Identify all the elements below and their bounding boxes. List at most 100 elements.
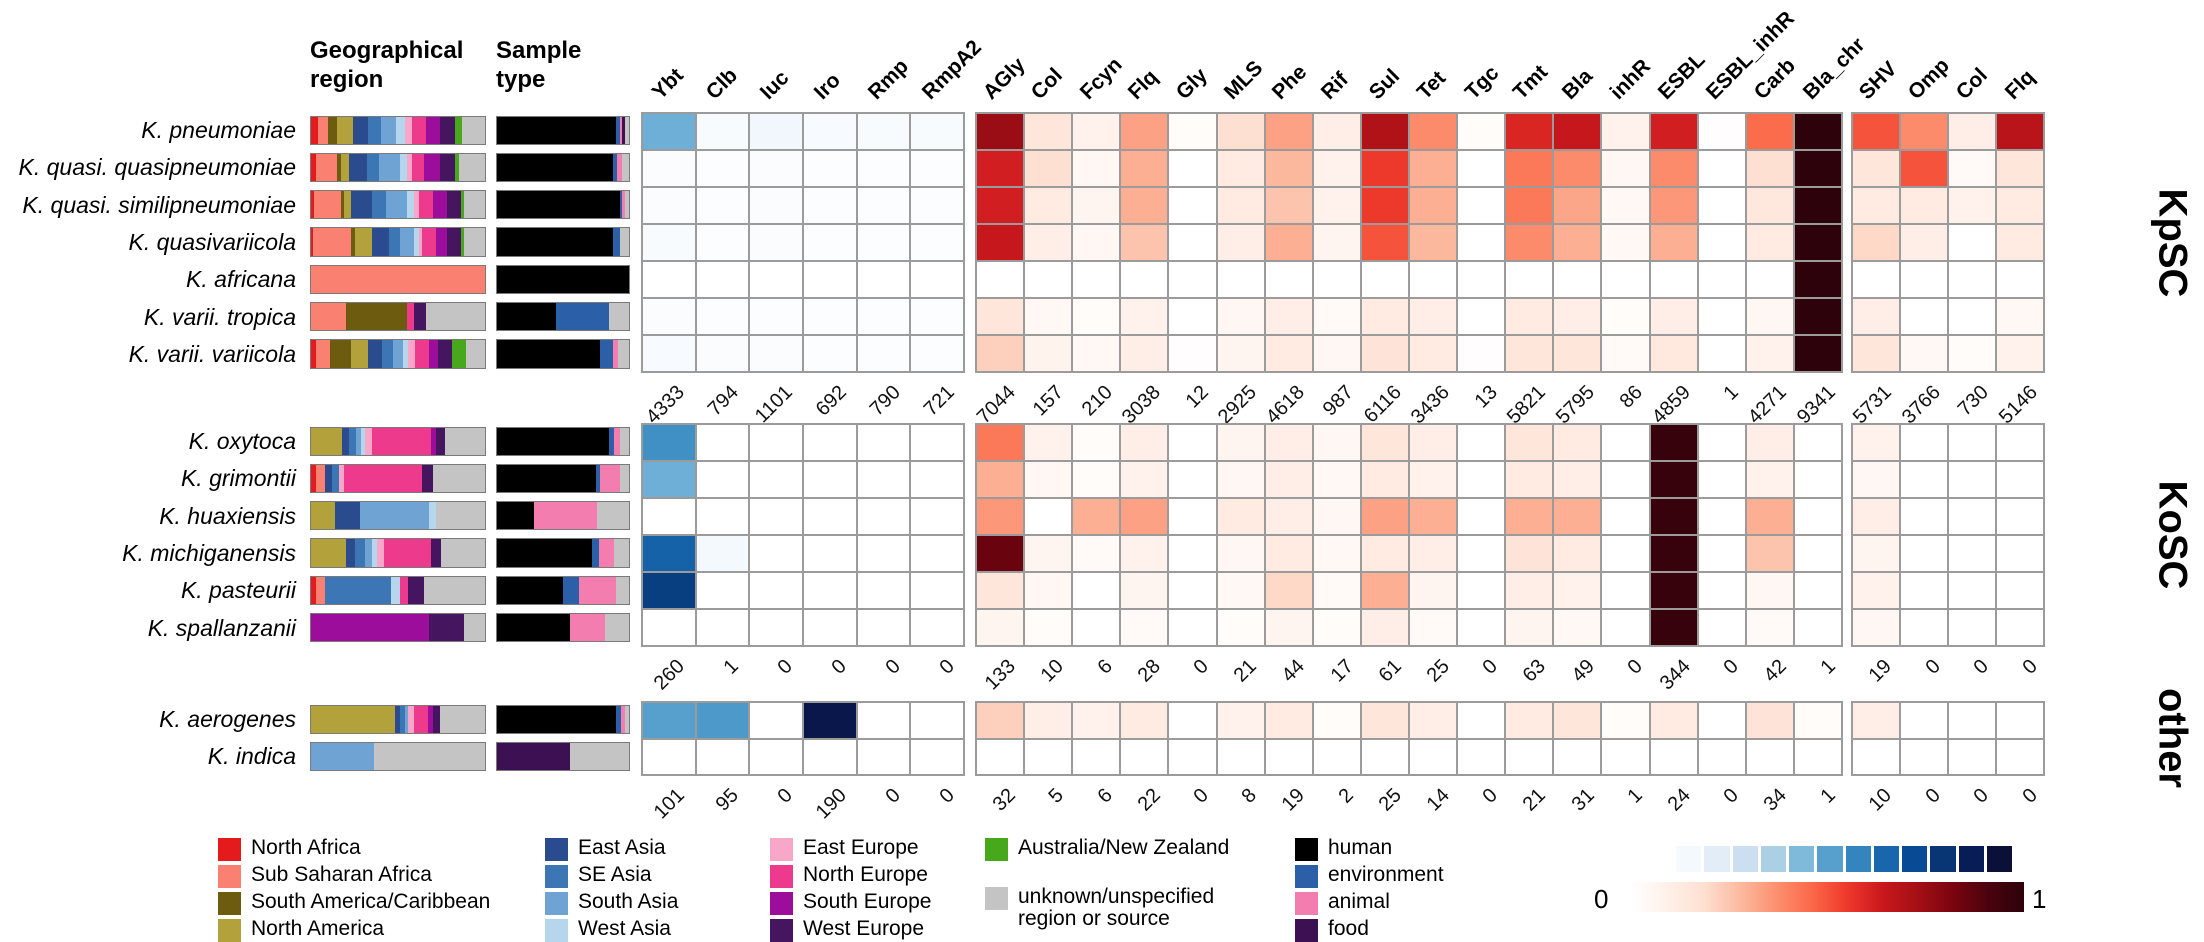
heatmap-cell [1169, 499, 1216, 534]
geo-bar-segment [337, 153, 341, 182]
heatmap-cell [1025, 299, 1072, 334]
sample-bar-segment [497, 576, 563, 604]
heatmap-cell [1698, 262, 1745, 297]
geo-bar-segment [340, 191, 345, 219]
heatmap-cell [911, 114, 963, 149]
heatmap-cell [857, 462, 910, 497]
heatmap-cell [1361, 188, 1408, 223]
heatmap-cell [911, 739, 963, 774]
heatmap-cell [1313, 536, 1360, 571]
geo-bar-segment [394, 705, 400, 733]
heatmap-cell [750, 262, 802, 297]
sample-bar [496, 190, 630, 220]
geo-bar-segment [439, 153, 456, 182]
geo-bar-segment [424, 153, 440, 182]
geo-bar-segment [335, 502, 360, 530]
legend-item-label: West Europe [803, 917, 925, 940]
legend-item-label: South Europe [803, 890, 932, 913]
legend-swatch [218, 919, 241, 942]
geo-bar-segment [380, 116, 397, 144]
heatmap-cell [1997, 703, 2043, 738]
heatmap-cell [1217, 703, 1264, 738]
geo-bar-segment [328, 116, 338, 144]
heatmap-cell [1698, 462, 1745, 497]
sample-bar-segment [622, 191, 626, 219]
legend-swatch [545, 892, 568, 915]
heatmap-cell [1025, 425, 1072, 460]
heatmap-cell [1650, 336, 1697, 371]
group-label: KoSC [2150, 480, 2195, 590]
geo-bar-segment [411, 153, 425, 182]
sample-bar-segment [615, 576, 629, 604]
heatmap-cell [1650, 188, 1697, 223]
heatmap-cell [1794, 462, 1841, 497]
heatmap-cell [1458, 536, 1505, 571]
geo-bar [310, 302, 486, 332]
heatmap-cell [1602, 188, 1649, 223]
geo-bar-segment [377, 539, 385, 567]
species-label: K. pneumoniae [141, 117, 296, 144]
heatmap-cell [1073, 114, 1120, 149]
geo-bar-segment [446, 228, 461, 256]
heatmap-cell [1997, 462, 2043, 497]
heatmap-cell [1901, 462, 1947, 497]
heatmap-cell [1169, 151, 1216, 186]
sample-bar [496, 575, 630, 605]
heatmap-cell [1997, 114, 2043, 149]
heatmap-cell [696, 536, 749, 571]
heatmap-cell [1506, 114, 1553, 149]
sample-bar-segment [497, 265, 629, 293]
sample-column-title-line1: Sample [496, 37, 582, 64]
heatmap-cell [1746, 336, 1793, 371]
heatmap-cell [911, 499, 963, 534]
heatmap-cell [1554, 703, 1601, 738]
geo-bar-segment [444, 427, 485, 455]
geo-bar [310, 501, 486, 531]
heatmap-cell [1746, 739, 1793, 774]
heatmap-cell [1361, 536, 1408, 571]
heatmap-cell [1169, 573, 1216, 608]
species-label: K. quasi. quasipneumoniae [18, 154, 296, 181]
geo-bar-segment [351, 191, 372, 219]
heatmap-cell [1025, 499, 1072, 534]
species-label: K. oxytoca [188, 428, 296, 455]
geo-bar-segment [354, 539, 365, 567]
heatmap-cell [696, 499, 749, 534]
geo-bar-segment [354, 228, 372, 256]
heatmap-cell [1361, 114, 1408, 149]
geo-bar-segment [403, 340, 409, 368]
heatmap-cell [1698, 225, 1745, 260]
heatmap-cell [1698, 188, 1745, 223]
heatmap-cell [643, 425, 695, 460]
heatmap-cell [1073, 188, 1120, 223]
sample-bar-segment [497, 502, 534, 530]
legend-swatch [1295, 919, 1318, 942]
heatmap-cell [1265, 425, 1312, 460]
heatmap-cell [804, 536, 856, 571]
heatmap-cell [696, 262, 749, 297]
heatmap-cell [1853, 188, 1899, 223]
heatmap-cell [1313, 188, 1360, 223]
heatmap-cell [977, 188, 1024, 223]
heatmap-cell [977, 151, 1024, 186]
heatmap-cell [750, 703, 802, 738]
heatmap-cell [857, 425, 910, 460]
heatmap-cell [1073, 336, 1120, 371]
species-label: K. africana [186, 266, 296, 293]
sample-bar-segment [622, 116, 626, 144]
heatmap-cell [1853, 225, 1899, 260]
geo-bar-segment [418, 191, 433, 219]
heatmap-cell [1602, 499, 1649, 534]
geo-bar-segment [340, 153, 350, 182]
column-header: Tet [1412, 66, 1451, 104]
heatmap-cell [1949, 188, 1995, 223]
heatmap-cell [1073, 739, 1120, 774]
heatmap-block-extra [1851, 701, 2045, 776]
sample-column-title: Sample type [496, 36, 581, 94]
heatmap-cell [1794, 536, 1841, 571]
heatmap-cell [1313, 336, 1360, 371]
heatmap-cell [1746, 188, 1793, 223]
heatmap-cell [1746, 114, 1793, 149]
heatmap-cell [1650, 703, 1697, 738]
heatmap-cell [1073, 299, 1120, 334]
